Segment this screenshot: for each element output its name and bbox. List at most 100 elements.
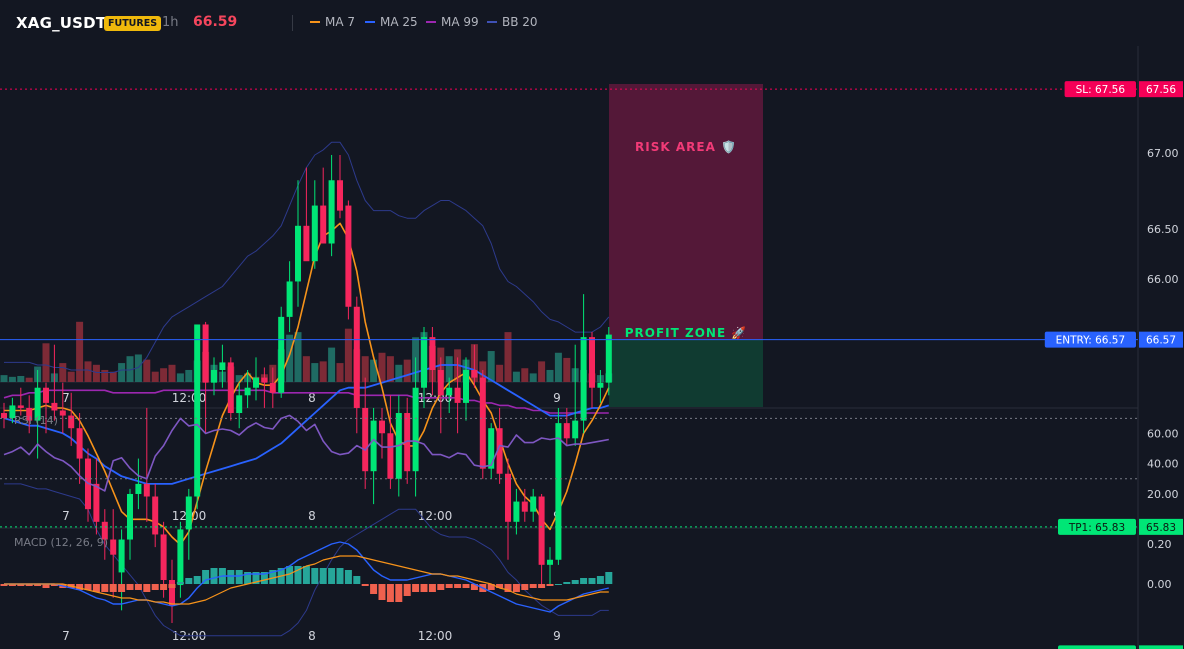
macd-histogram-bar bbox=[546, 584, 554, 586]
legend-label-bb20: BB 20 bbox=[502, 15, 538, 29]
volume-bar bbox=[294, 332, 302, 382]
candle-body bbox=[9, 405, 16, 419]
legend-ma25[interactable]: MA 25 bbox=[365, 15, 418, 29]
volume-bar bbox=[378, 352, 386, 382]
candle-body bbox=[421, 337, 427, 388]
volume-bar bbox=[84, 361, 92, 382]
candle-body bbox=[101, 521, 108, 540]
volume-bar bbox=[17, 375, 25, 382]
volume-bar bbox=[235, 375, 243, 382]
legend-ma7[interactable]: MA 7 bbox=[310, 15, 355, 29]
macd-histogram-bar bbox=[302, 566, 310, 584]
macd-histogram-bar bbox=[34, 584, 42, 586]
stop-loss-axis-box bbox=[1139, 81, 1183, 98]
candle-body bbox=[437, 370, 444, 396]
volume-bar bbox=[311, 363, 319, 382]
macd-histogram-bar bbox=[336, 568, 344, 584]
macd-histogram-bar bbox=[84, 584, 92, 590]
macd-histogram-bar bbox=[445, 584, 453, 588]
candle-body bbox=[169, 580, 175, 606]
candle-body bbox=[572, 420, 579, 439]
candle-body bbox=[530, 496, 537, 512]
futures-badge: FUTURES bbox=[104, 16, 162, 31]
macd-histogram-bar bbox=[504, 584, 512, 592]
macd-histogram-bar bbox=[361, 584, 369, 586]
volume-bar bbox=[0, 375, 8, 382]
volume-bar bbox=[92, 364, 100, 382]
candle-body bbox=[387, 433, 394, 479]
volume-bar bbox=[126, 356, 134, 382]
macd-histogram-bar bbox=[151, 584, 159, 590]
candle-body bbox=[1, 413, 7, 419]
legend-swatch-ma25 bbox=[365, 21, 375, 23]
ma25-line bbox=[3, 364, 610, 485]
macd-histogram-bar bbox=[193, 576, 201, 584]
legend-label-ma25: MA 25 bbox=[380, 15, 418, 29]
candle-body bbox=[269, 382, 276, 393]
macd-histogram-bar bbox=[202, 570, 210, 584]
macd-histogram-bar bbox=[294, 566, 302, 584]
rsi-axis-tick: 40.00 bbox=[1147, 458, 1179, 471]
x-tick-label-rsi: 8 bbox=[308, 509, 316, 523]
candle-body bbox=[580, 337, 587, 421]
candle-body bbox=[160, 534, 167, 580]
candle-body bbox=[412, 387, 419, 472]
x-tick-label-main: 9 bbox=[553, 391, 561, 405]
volume-bar bbox=[546, 369, 554, 382]
macd-histogram-bar bbox=[185, 578, 193, 584]
candle-body bbox=[563, 423, 570, 439]
candle-body bbox=[59, 410, 66, 416]
macd-histogram-bar bbox=[8, 584, 16, 586]
take-profit-2-label-box bbox=[1058, 645, 1136, 649]
candle-body bbox=[194, 324, 201, 497]
volume-bar bbox=[521, 368, 529, 382]
macd-histogram-bar bbox=[0, 584, 8, 586]
macd-histogram-bar bbox=[512, 584, 520, 592]
macd-histogram-bar bbox=[462, 584, 470, 588]
macd-histogram-bar bbox=[42, 584, 50, 588]
legend-swatch-bb20 bbox=[487, 21, 497, 23]
macd-histogram-bar bbox=[554, 584, 562, 585]
volume-bar bbox=[554, 352, 562, 382]
candle-body bbox=[51, 402, 58, 411]
candle-body bbox=[496, 428, 503, 474]
candle-body bbox=[362, 407, 369, 472]
price-axis-tick: 66.50 bbox=[1147, 223, 1179, 236]
candle-body bbox=[429, 337, 436, 371]
macd-histogram-bar bbox=[25, 584, 33, 586]
macd-histogram-bar bbox=[328, 568, 336, 584]
macd-histogram-bar bbox=[126, 584, 134, 590]
macd-histogram-bar bbox=[428, 584, 436, 592]
volume-bar bbox=[395, 364, 403, 382]
candle-body bbox=[127, 493, 133, 540]
macd-histogram-bar bbox=[437, 584, 445, 590]
macd-histogram-bar bbox=[244, 572, 252, 584]
candle-body bbox=[328, 180, 335, 244]
macd-histogram-bar bbox=[227, 570, 235, 584]
candle-body bbox=[538, 496, 545, 565]
macd-histogram-bar bbox=[101, 584, 109, 592]
macd-histogram-bar bbox=[160, 584, 168, 590]
legend-bb20[interactable]: BB 20 bbox=[487, 15, 538, 29]
candle-body bbox=[236, 395, 243, 414]
entry-axis-value: 66.57 bbox=[1146, 335, 1176, 347]
profit-zone-label: PROFIT ZONE 🚀 bbox=[625, 326, 748, 340]
candle-body bbox=[26, 407, 33, 421]
volume-bar bbox=[445, 356, 453, 382]
candle-body bbox=[253, 377, 259, 388]
macd-histogram-bar bbox=[395, 584, 403, 602]
macd-histogram-bar bbox=[235, 570, 243, 584]
entry-label: ENTRY: 66.57 bbox=[1056, 335, 1125, 347]
header-divider bbox=[292, 15, 293, 31]
candle-body bbox=[118, 539, 125, 573]
volume-bar bbox=[8, 376, 16, 382]
macd-histogram-bar bbox=[370, 584, 378, 594]
chart-header: XAG_USDT FUTURES 1h 66.59 MA 7 MA 25 MA … bbox=[0, 0, 1184, 46]
symbol-name[interactable]: XAG_USDT bbox=[16, 14, 107, 32]
timeframe-label[interactable]: 1h bbox=[162, 15, 179, 30]
legend-label-ma99: MA 99 bbox=[441, 15, 479, 29]
volume-bar bbox=[101, 369, 109, 382]
legend-ma99[interactable]: MA 99 bbox=[426, 15, 479, 29]
candle-body bbox=[345, 205, 352, 307]
